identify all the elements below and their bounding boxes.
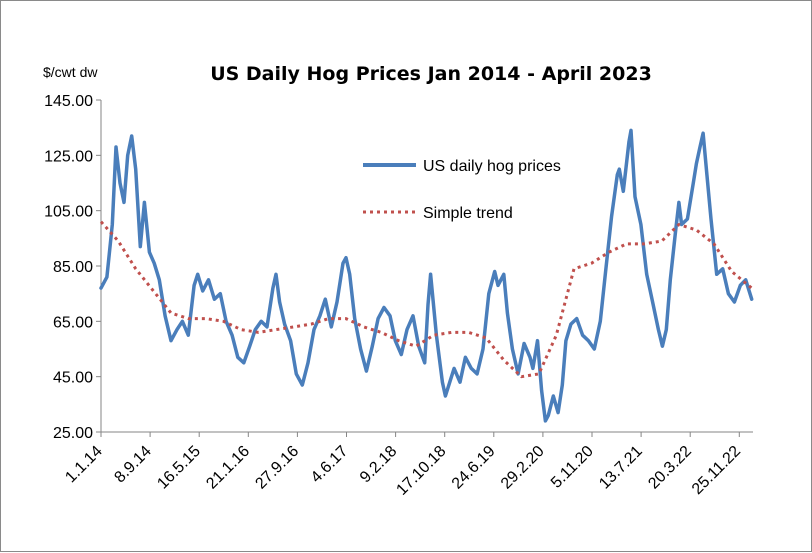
- y-tick-label: 125.00: [44, 148, 93, 165]
- x-tick-label: 29.2.20: [498, 443, 548, 493]
- x-tick-label: 20.3.22: [645, 443, 695, 493]
- legend-label-hog-prices: US daily hog prices: [423, 158, 561, 175]
- x-tick-label: 13.7.21: [596, 443, 646, 493]
- chart-title: US Daily Hog Prices Jan 2014 - April 202…: [210, 63, 652, 85]
- x-tick-label: 27.9.16: [252, 443, 302, 493]
- y-tick-label: 65.00: [53, 314, 93, 331]
- series-line-simple-trend: [99, 220, 753, 379]
- y-tick-label: 105.00: [44, 204, 93, 221]
- x-tick-label: 21.1.16: [203, 443, 253, 493]
- y-tick-label: 145.00: [44, 93, 93, 110]
- y-tick-label: 45.00: [53, 370, 93, 387]
- x-tick-label: 9.2.18: [357, 443, 401, 487]
- y-axis-unit-label: $/cwt dw: [43, 64, 98, 80]
- y-axis: 25.00 45.00 65.00 85.00 105.00 125.00 145.00: [44, 93, 102, 442]
- series-layer: [99, 128, 754, 423]
- x-tick-label: 1.1.14: [62, 443, 106, 487]
- y-tick-label: 85.00: [53, 259, 93, 276]
- x-tick-label: 4.6.17: [308, 443, 352, 487]
- x-tick-label: 25.11.22: [689, 443, 744, 498]
- legend: US daily hog prices Simple trend: [363, 158, 561, 222]
- y-tick-label: 25.00: [53, 425, 93, 442]
- legend-label-simple-trend: Simple trend: [423, 205, 513, 222]
- x-tick-label: 8.9.14: [111, 443, 155, 487]
- x-tick-label: 24.6.19: [449, 443, 499, 493]
- x-tick-label: 17.10.18: [393, 443, 449, 499]
- x-tick-label: 5.11.20: [548, 443, 597, 492]
- x-axis: 1.1.14 8.9.14 16.5.15 21.1.16 27.9.16 4.6.17 9…: [62, 431, 753, 499]
- x-tick-label: 16.5.15: [154, 443, 204, 493]
